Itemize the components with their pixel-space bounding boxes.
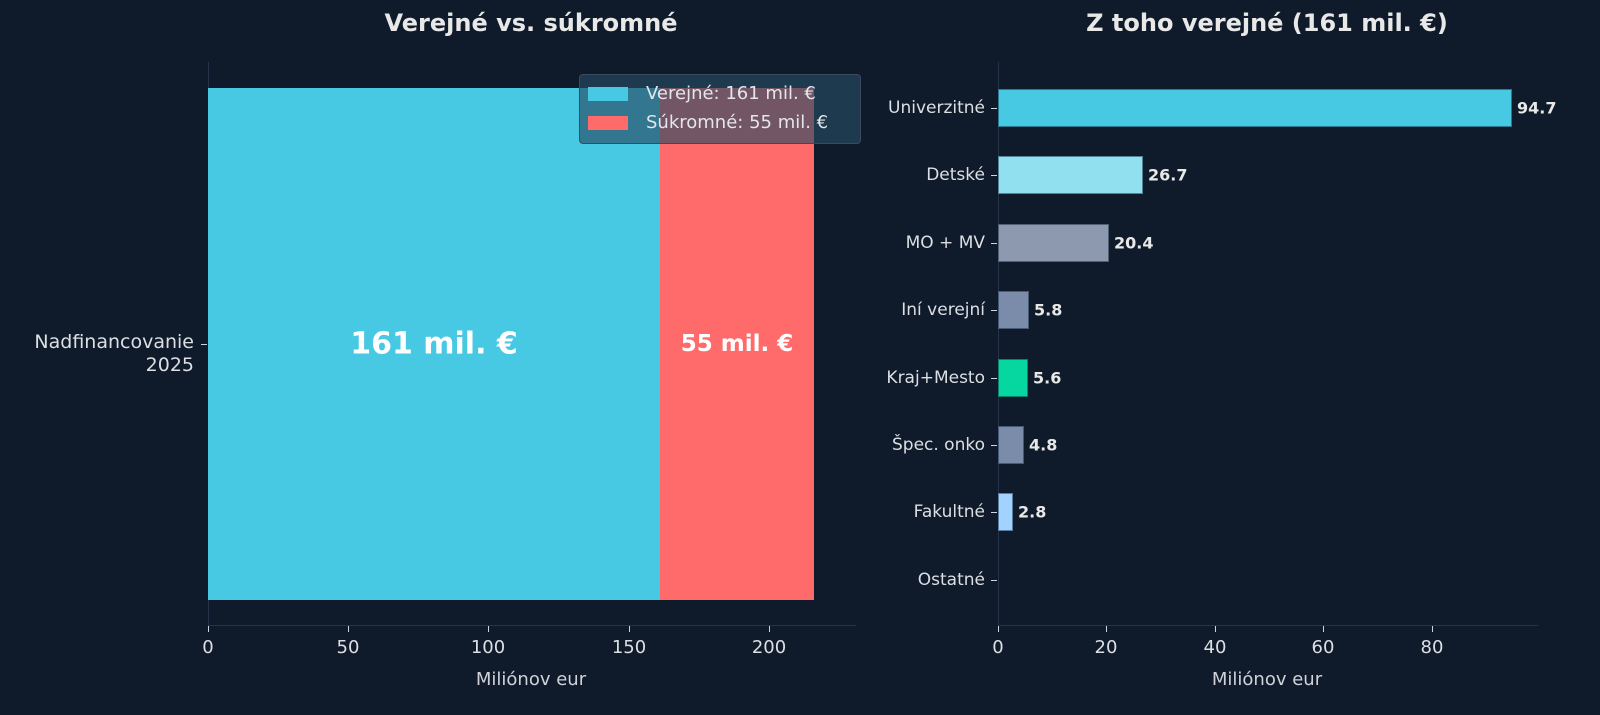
x-tick-label: 0	[992, 637, 1004, 658]
value-label: 94.7	[1517, 98, 1557, 118]
legend-item-public: Verejné: 161 mil. €	[588, 83, 816, 104]
right-x-axis-label: Miliónov eur	[1211, 669, 1323, 690]
x-tick	[1323, 626, 1324, 632]
value-label: 20.4	[1114, 233, 1154, 253]
y-tick	[991, 445, 997, 446]
y-tick	[991, 310, 997, 311]
x-tick	[208, 626, 209, 632]
left-x-axis-label: Miliónov eur	[475, 669, 587, 690]
category-label: Detské	[926, 165, 985, 185]
bar	[998, 291, 1029, 329]
x-tick	[998, 626, 999, 632]
legend: Verejné: 161 mil. € Súkromné: 55 mil. €	[579, 74, 861, 144]
category-line-2: 2025	[145, 354, 194, 376]
x-tick-label: 40	[1203, 637, 1227, 658]
left-y-category-label: Nadfinancovanie 2025	[34, 331, 194, 377]
x-tick	[629, 626, 630, 632]
legend-swatch-public	[588, 86, 628, 101]
legend-item-private: Súkromné: 55 mil. €	[588, 112, 828, 133]
x-tick	[488, 626, 489, 632]
x-tick	[1215, 626, 1216, 632]
right-chart-title: Z toho verejné (161 mil. €)	[1086, 9, 1448, 37]
x-tick-label: 0	[202, 637, 214, 658]
x-tick-label: 80	[1420, 637, 1444, 658]
y-tick	[991, 175, 997, 176]
value-label: 5.6	[1033, 368, 1062, 388]
bar	[998, 426, 1024, 464]
category-label: Iní verejní	[901, 300, 985, 320]
category-label: MO + MV	[905, 233, 985, 253]
public-bar	[208, 88, 660, 600]
bar	[998, 89, 1512, 127]
x-tick	[1432, 626, 1433, 632]
public-bar-label: 161 mil. €	[350, 326, 518, 362]
category-label: Ostatné	[917, 570, 985, 590]
value-label: 5.8	[1034, 300, 1063, 320]
legend-swatch-private	[588, 115, 628, 130]
x-tick-label: 20	[1094, 637, 1118, 658]
x-tick-label: 100	[470, 637, 506, 658]
y-tick	[991, 512, 997, 513]
x-tick-label: 200	[751, 637, 787, 658]
legend-label-private: Súkromné: 55 mil. €	[646, 112, 829, 133]
value-label: 2.8	[1018, 502, 1047, 522]
y-tick	[991, 108, 997, 109]
left-y-tick	[201, 344, 207, 345]
x-tick	[348, 626, 349, 632]
private-bar-label: 55 mil. €	[680, 331, 794, 357]
x-tick-label: 50	[336, 637, 360, 658]
right-y-axis-line	[998, 62, 999, 626]
y-tick	[991, 580, 997, 581]
x-tick-label: 60	[1311, 637, 1335, 658]
bar	[998, 493, 1013, 531]
y-tick	[991, 243, 997, 244]
bar	[998, 224, 1109, 262]
bar	[998, 359, 1028, 397]
category-label: Univerzitné	[888, 98, 985, 118]
bar	[998, 156, 1143, 194]
value-label: 4.8	[1029, 435, 1058, 455]
y-tick	[991, 378, 997, 379]
private-bar	[660, 88, 814, 600]
x-tick	[769, 626, 770, 632]
x-tick-label: 150	[611, 637, 647, 658]
x-tick	[1106, 626, 1107, 632]
category-label: Fakultné	[913, 502, 985, 522]
category-label: Špec. onko	[891, 435, 985, 455]
left-x-axis-line	[208, 625, 856, 626]
right-x-axis-line	[998, 625, 1538, 626]
category-label: Kraj+Mesto	[886, 368, 985, 388]
legend-label-public: Verejné: 161 mil. €	[646, 83, 816, 104]
left-chart-title: Verejné vs. súkromné	[384, 9, 678, 37]
category-line-1: Nadfinancovanie	[34, 331, 194, 353]
value-label: 26.7	[1148, 165, 1188, 185]
